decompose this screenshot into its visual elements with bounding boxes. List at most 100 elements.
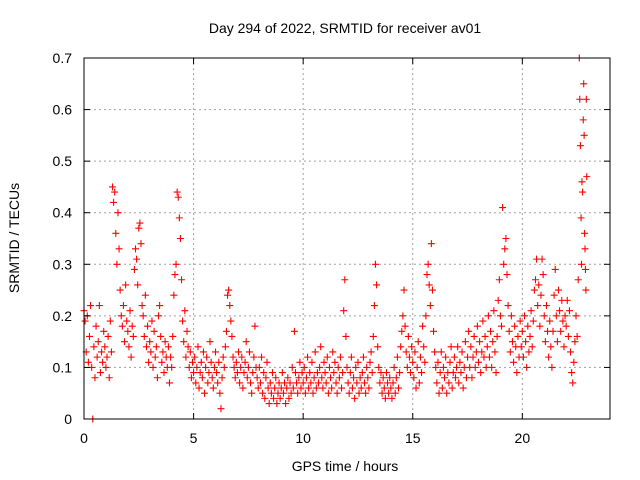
data-point <box>112 229 120 237</box>
data-point <box>313 369 321 377</box>
data-point <box>376 379 384 387</box>
data-point <box>153 374 161 382</box>
data-point <box>465 327 473 335</box>
data-point <box>218 374 226 382</box>
data-point <box>386 374 394 382</box>
data-point <box>209 384 217 392</box>
data-point <box>219 353 227 361</box>
data-point <box>573 332 581 340</box>
data-point <box>322 379 330 387</box>
data-point <box>371 260 379 268</box>
y-tick-label: 0.3 <box>53 256 73 272</box>
data-point <box>141 291 149 299</box>
data-point <box>222 327 230 335</box>
data-point <box>443 389 451 397</box>
data-point <box>276 394 284 402</box>
data-point <box>561 312 569 320</box>
data-point <box>132 245 140 253</box>
data-point <box>102 363 110 371</box>
data-point <box>425 281 433 289</box>
data-point <box>266 379 274 387</box>
data-point <box>501 245 509 253</box>
data-point <box>118 322 126 330</box>
data-point <box>356 374 364 382</box>
data-point <box>437 348 445 356</box>
data-point <box>541 338 549 346</box>
data-point <box>148 317 156 325</box>
data-point <box>498 322 506 330</box>
data-point <box>193 363 201 371</box>
data-point <box>147 348 155 356</box>
data-point <box>152 343 160 351</box>
data-point <box>359 353 367 361</box>
data-point <box>524 322 532 330</box>
x-axis-label: GPS time / hours <box>292 458 399 474</box>
data-point <box>392 374 400 382</box>
data-point <box>564 332 572 340</box>
data-point <box>295 374 303 382</box>
data-point <box>330 369 338 377</box>
data-point <box>339 369 347 377</box>
data-point <box>317 343 325 351</box>
data-point <box>397 343 405 351</box>
data-point <box>355 389 363 397</box>
data-point <box>408 343 416 351</box>
x-tick-label: 15 <box>405 430 421 446</box>
data-point <box>333 389 341 397</box>
data-point <box>238 353 246 361</box>
data-point <box>481 332 489 340</box>
data-point <box>182 353 190 361</box>
data-point <box>311 348 319 356</box>
data-point <box>556 307 564 315</box>
data-point <box>537 291 545 299</box>
data-point <box>525 348 533 356</box>
data-point <box>549 327 557 335</box>
data-point <box>362 389 370 397</box>
data-point <box>542 302 550 310</box>
data-point <box>507 312 515 320</box>
data-point <box>100 327 108 335</box>
data-point <box>156 302 164 310</box>
data-point <box>155 312 163 320</box>
y-tick-label: 0.4 <box>53 205 73 221</box>
data-point <box>426 302 434 310</box>
data-point <box>174 193 182 201</box>
data-point <box>247 379 255 387</box>
data-point <box>390 363 398 371</box>
data-point <box>237 363 245 371</box>
y-tick-label: 0.2 <box>53 308 73 324</box>
data-point <box>205 369 213 377</box>
data-point <box>361 379 369 387</box>
data-point <box>111 188 119 196</box>
data-point <box>530 286 538 294</box>
data-point <box>476 338 484 346</box>
data-point <box>245 348 253 356</box>
data-point <box>415 379 423 387</box>
data-point <box>449 369 457 377</box>
data-point <box>190 369 198 377</box>
data-point <box>413 363 421 371</box>
data-point <box>439 363 447 371</box>
data-point <box>491 348 499 356</box>
data-point <box>374 343 382 351</box>
data-point <box>344 379 352 387</box>
data-point <box>96 369 104 377</box>
data-point <box>178 276 186 284</box>
data-point <box>175 214 183 222</box>
data-point <box>433 379 441 387</box>
data-point <box>451 374 459 382</box>
data-point <box>249 369 257 377</box>
data-point <box>210 363 218 371</box>
data-point <box>347 353 355 361</box>
data-point <box>144 322 152 330</box>
data-point <box>435 389 443 397</box>
data-point <box>328 384 336 392</box>
data-point <box>470 332 478 340</box>
data-point <box>471 363 479 371</box>
data-point <box>500 260 508 268</box>
data-point <box>192 379 200 387</box>
data-point <box>461 338 469 346</box>
data-point <box>389 379 397 387</box>
data-point <box>395 384 403 392</box>
